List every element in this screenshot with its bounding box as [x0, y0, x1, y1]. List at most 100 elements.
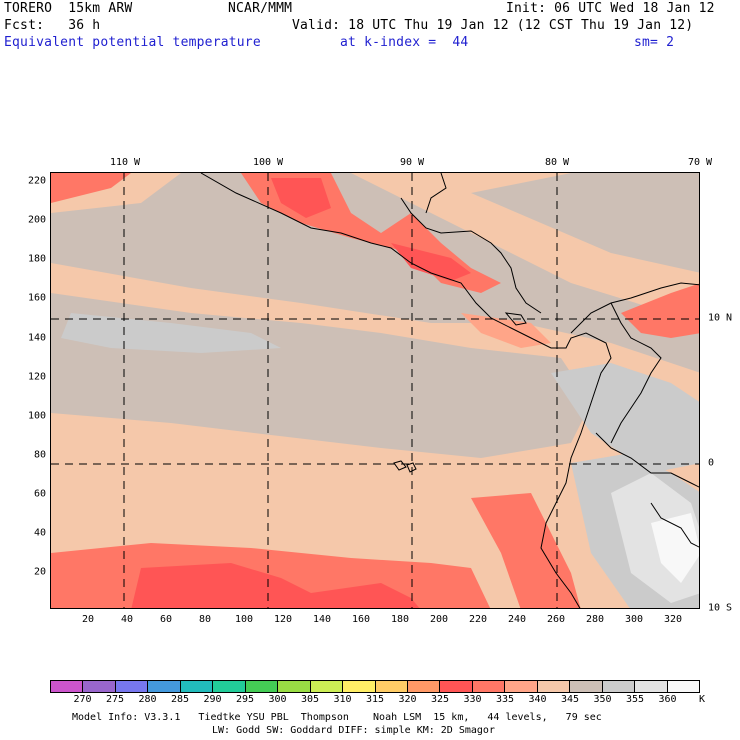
legend-label: 340 [528, 694, 547, 705]
legend-label: 305 [300, 694, 320, 705]
lat-label-10n: 10 N [708, 312, 733, 324]
field-warm-335 [621, 283, 699, 338]
legend-label: 285 [170, 694, 190, 705]
legend-label: 345 [560, 694, 580, 705]
legend-swatch [537, 681, 571, 692]
x-tick: 220 [468, 614, 488, 625]
legend-swatch [505, 681, 538, 692]
lon-label-90w: 90 W [399, 157, 425, 168]
legend-label: 360 [658, 694, 677, 705]
y-tick: 100 [27, 410, 46, 422]
legend-swatch [310, 681, 344, 692]
y-tick: 140 [27, 332, 46, 344]
legend-label: 315 [365, 694, 385, 705]
legend-swatch [115, 681, 149, 692]
legend-label: 350 [593, 694, 612, 705]
legend-units: K [698, 694, 706, 705]
x-tick: 260 [546, 614, 566, 625]
field-patch-355 [61, 313, 281, 353]
legend-swatch [83, 681, 116, 692]
legend-swatch [375, 681, 408, 692]
coastlines [200, 173, 699, 608]
field-name: Equivalent potential temperature [4, 35, 261, 50]
smoothing-info: sm= 2 [634, 35, 675, 50]
legend-label: 325 [430, 694, 450, 705]
y-tick: 80 [33, 449, 46, 461]
field-warm-335 [51, 173, 131, 203]
legend-swatch [245, 681, 279, 692]
x-tick: 160 [351, 614, 371, 625]
field-warm-340 [461, 313, 551, 348]
legend-swatch [278, 681, 311, 692]
legend-label: 290 [203, 694, 222, 705]
legend-label: 355 [625, 694, 645, 705]
forecast-hour: Fcst: 36 h [4, 18, 101, 33]
x-tick: 40 [120, 614, 134, 625]
field-patch-355 [551, 363, 699, 473]
x-tick: 200 [429, 614, 449, 625]
legend-swatch [213, 681, 246, 692]
model-info-line2: LW: Godd SW: Goddard DIFF: simple KM: 2D… [212, 725, 495, 736]
field-band-350 [51, 173, 699, 373]
y-tick: 60 [33, 488, 46, 500]
lon-label-80w: 80 W [544, 157, 570, 168]
legend-swatch [343, 681, 376, 692]
legend-swatch [407, 681, 441, 692]
legend-label: 320 [398, 694, 417, 705]
valid-time: Valid: 18 UTC Thu 19 Jan 12 (12 CST Thu … [292, 18, 694, 33]
x-tick: 240 [507, 614, 527, 625]
legend-label: 330 [463, 694, 482, 705]
legend-swatch [148, 681, 181, 692]
y-tick: 200 [27, 214, 46, 226]
init-time: Init: 06 UTC Wed 18 Jan 12 [506, 1, 715, 16]
y-tick: 220 [27, 175, 46, 187]
level-info: at k-index = 44 [340, 35, 469, 50]
legend-swatch [570, 681, 603, 692]
map-panel [50, 172, 700, 609]
y-tick: 160 [27, 292, 46, 304]
x-tick: 80 [198, 614, 212, 625]
legend-swatch [602, 681, 636, 692]
lat-lon-grid [51, 173, 699, 608]
y-tick: 180 [27, 253, 46, 265]
lon-label-110w: 110 W [109, 157, 141, 168]
center-name: NCAR/MMM [228, 1, 293, 16]
y-tick: 120 [27, 371, 46, 383]
legend-label: 280 [138, 694, 157, 705]
legend-label: 270 [73, 694, 92, 705]
legend-label: 335 [495, 694, 515, 705]
field-warm-335 [471, 493, 581, 608]
legend-label: 295 [235, 694, 255, 705]
x-tick: 60 [159, 614, 173, 625]
x-tick: 20 [81, 614, 95, 625]
legend-swatch [635, 681, 668, 692]
field-patch-360 [651, 513, 699, 583]
model-name: TORERO 15km ARW [4, 1, 133, 16]
lat-label-equator: 0 [708, 457, 715, 469]
x-tick: 300 [624, 614, 644, 625]
y-tick: 20 [33, 566, 46, 578]
lon-label-100w: 100 W [252, 157, 284, 168]
legend-label: 275 [105, 694, 125, 705]
legend-swatch [667, 681, 700, 692]
x-tick: 120 [273, 614, 293, 625]
legend-swatch [180, 681, 214, 692]
x-tick: 320 [663, 614, 683, 625]
x-tick: 280 [585, 614, 605, 625]
x-tick: 140 [312, 614, 332, 625]
legend-swatch [51, 681, 84, 692]
model-info-line1: Model Info: V3.3.1 Tiedtke YSU PBL Thomp… [72, 712, 602, 723]
lon-label-70w: 70 W [687, 157, 713, 168]
field-warm-330 [131, 563, 420, 608]
field-band-350 [471, 173, 699, 273]
lat-label-10s: 10 S [708, 602, 733, 614]
color-legend [50, 680, 700, 693]
x-tick: 180 [390, 614, 410, 625]
field-warm-330 [391, 243, 471, 281]
theta-e-field [51, 173, 699, 608]
y-tick: 40 [33, 527, 46, 539]
legend-label: 310 [333, 694, 352, 705]
legend-swatch [440, 681, 473, 692]
field-warm-330 [271, 178, 331, 218]
